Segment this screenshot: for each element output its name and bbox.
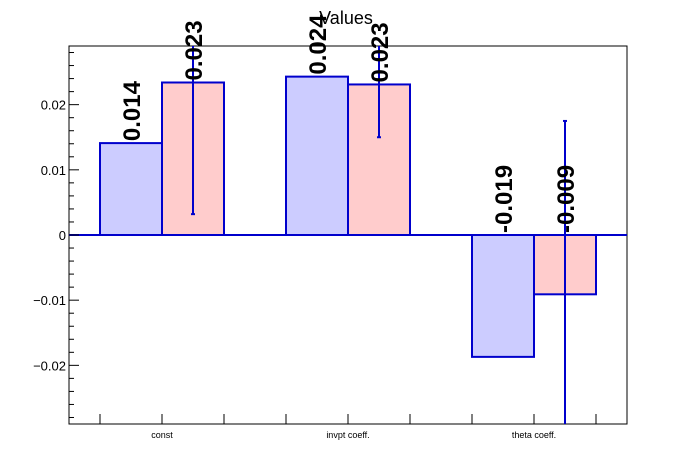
bar [471, 234, 535, 358]
y-tick-label: −0.01 [33, 293, 66, 308]
bar [99, 142, 163, 237]
data-label: 0.023 [181, 20, 208, 80]
x-tick-label: const [151, 430, 173, 440]
y-tick-label: 0 [59, 228, 66, 243]
chart-title: Values [319, 8, 373, 28]
data-label: 0.023 [367, 22, 394, 82]
y-tick-label: 0.01 [41, 163, 66, 178]
data-labels-layer: 0.014 0.024 -0.019 0.023 0.023 -0.009 [119, 14, 580, 233]
bars-layer [69, 46, 627, 424]
data-label: -0.009 [553, 165, 580, 233]
data-label: 0.024 [305, 14, 332, 75]
x-tick-label: theta coeff. [512, 430, 556, 440]
axes-layer: −0.02 −0.01 0 0.01 0.02 const invpt coeff. thet… [33, 52, 597, 440]
data-label: 0.014 [119, 80, 146, 141]
data-label: -0.019 [491, 165, 518, 233]
y-tick-label: 0.02 [41, 98, 66, 113]
bar [285, 75, 349, 237]
x-tick-label: invpt coeff. [326, 430, 369, 440]
y-tick-label: −0.02 [33, 358, 66, 373]
